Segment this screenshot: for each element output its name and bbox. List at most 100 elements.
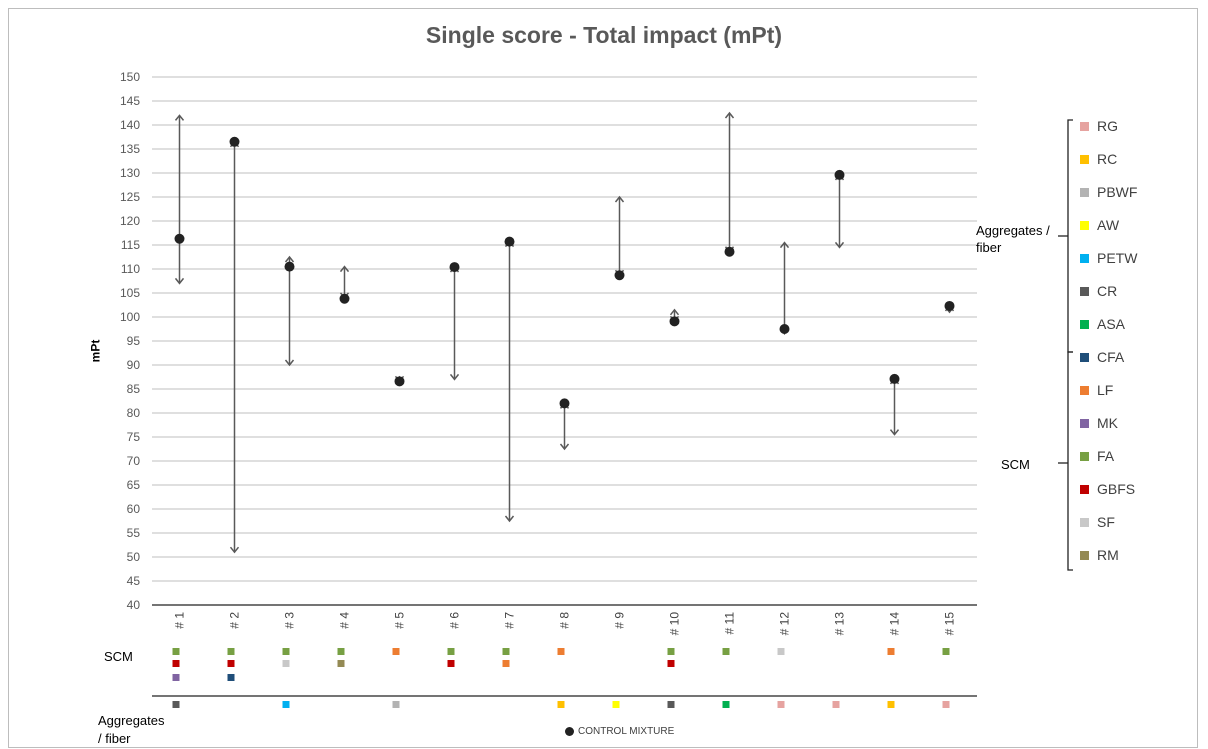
legend-item-asa: ASA — [1080, 314, 1125, 334]
y-tick-label: 140 — [120, 118, 140, 132]
x-tick-label: # 8 — [558, 612, 572, 629]
footnote-text: CONTROL MIXTURE — [578, 726, 675, 737]
chart-frame — [8, 8, 1198, 748]
y-tick-label: 105 — [120, 286, 140, 300]
x-tick-label: # 5 — [393, 612, 407, 629]
chart-title: Single score - Total impact (mPt) — [425, 22, 783, 48]
range-arrow-down — [229, 546, 240, 554]
legend-swatch — [1080, 385, 1089, 395]
y-tick-label: 40 — [127, 598, 141, 612]
y-tick-label: 110 — [121, 262, 140, 276]
range-arrow-up — [614, 195, 625, 203]
x-tick-label: # 10 — [668, 612, 682, 636]
control-point — [504, 236, 515, 247]
scm-marker — [337, 660, 345, 667]
range-arrow-down — [174, 277, 185, 285]
legend-label: CR — [1097, 283, 1118, 299]
legend-swatch — [1080, 121, 1089, 131]
x-tick-label: # 1 — [173, 612, 187, 629]
legend-bracket-aggregates — [1067, 119, 1073, 353]
legend-label: LF — [1097, 382, 1114, 398]
legend-label: RG — [1097, 118, 1118, 134]
legend-swatch — [1080, 187, 1089, 197]
scm-marker — [447, 660, 455, 667]
y-tick-label: 50 — [127, 550, 141, 564]
scm-marker — [502, 660, 510, 667]
range-arrow-down — [284, 359, 295, 367]
aggregate-marker — [282, 701, 290, 708]
aggregate-marker — [722, 701, 730, 708]
y-tick-label: 75 — [127, 430, 141, 444]
legend-item-petw: PETW — [1080, 248, 1137, 268]
legend-item-cfa: CFA — [1080, 347, 1124, 367]
legend-label: PBWF — [1097, 184, 1138, 200]
scm-marker — [667, 660, 675, 667]
aggregate-marker — [667, 701, 675, 708]
legend-label: FA — [1097, 448, 1115, 464]
legend-label: MK — [1097, 415, 1118, 431]
legend-label: RM — [1097, 547, 1119, 563]
legend-swatch — [1080, 220, 1089, 230]
legend-item-mk: MK — [1080, 413, 1118, 433]
aggregate-marker — [557, 701, 565, 708]
control-point — [944, 300, 955, 311]
control-point — [669, 316, 680, 327]
legend-item-rg: RG — [1080, 116, 1118, 136]
control-point — [174, 233, 185, 244]
legend-group-scm: SCM — [1001, 457, 1030, 472]
x-tick-label: # 15 — [943, 612, 957, 636]
range-arrow-up — [284, 255, 295, 263]
aggregate-marker — [777, 701, 785, 708]
control-point — [724, 246, 735, 257]
x-tick-label: # 11 — [723, 612, 737, 635]
scm-marker — [777, 648, 785, 655]
y-tick-label: 65 — [127, 478, 141, 492]
x-tick-label: # 4 — [338, 612, 352, 629]
range-arrow-down — [449, 373, 460, 381]
control-point — [779, 324, 790, 334]
scm-marker — [887, 648, 895, 655]
control-point — [559, 398, 570, 409]
control-point — [394, 376, 405, 387]
footnote: CONTROL MIXTURE — [565, 726, 674, 737]
scm-marker — [172, 660, 180, 667]
y-tick-label: 45 — [127, 574, 141, 588]
legend-label: RC — [1097, 151, 1118, 167]
control-mixture-marker-icon — [565, 727, 574, 736]
scm-marker — [227, 648, 235, 655]
control-point — [284, 261, 295, 272]
legend-swatch — [1080, 253, 1089, 263]
legend-swatch — [1080, 517, 1089, 527]
y-tick-label: 135 — [120, 142, 140, 156]
range-arrow-up — [669, 308, 680, 316]
aggregate-marker — [832, 701, 840, 708]
scm-marker — [392, 648, 400, 655]
x-tick-label: # 7 — [503, 612, 517, 629]
legend-item-pbwf: PBWF — [1080, 182, 1137, 202]
scm-marker — [227, 674, 235, 681]
legend-label: GBFS — [1097, 481, 1136, 497]
scm-marker — [722, 648, 730, 655]
legend-item-sf: SF — [1080, 512, 1115, 532]
scm-marker — [337, 648, 345, 655]
legend-label: PETW — [1097, 250, 1138, 266]
y-tick-label: 145 — [120, 94, 140, 108]
y-tick-label: 130 — [120, 166, 140, 180]
legend-item-rc: RC — [1080, 149, 1117, 169]
scm-marker — [172, 648, 180, 655]
y-tick-label: 100 — [120, 310, 140, 324]
y-tick-label: 150 — [120, 70, 140, 84]
control-point — [339, 293, 350, 304]
legend-item-cr: CR — [1080, 281, 1117, 301]
legend-label: CFA — [1097, 349, 1125, 365]
control-point — [449, 262, 460, 273]
legend-label: AW — [1097, 217, 1120, 233]
control-point — [889, 373, 900, 384]
scm-marker — [172, 674, 180, 681]
range-arrow-up — [724, 111, 735, 119]
scm-marker — [667, 648, 675, 655]
scm-marker — [447, 648, 455, 655]
x-tick-label: # 3 — [283, 612, 297, 629]
aggregate-marker — [392, 701, 400, 708]
